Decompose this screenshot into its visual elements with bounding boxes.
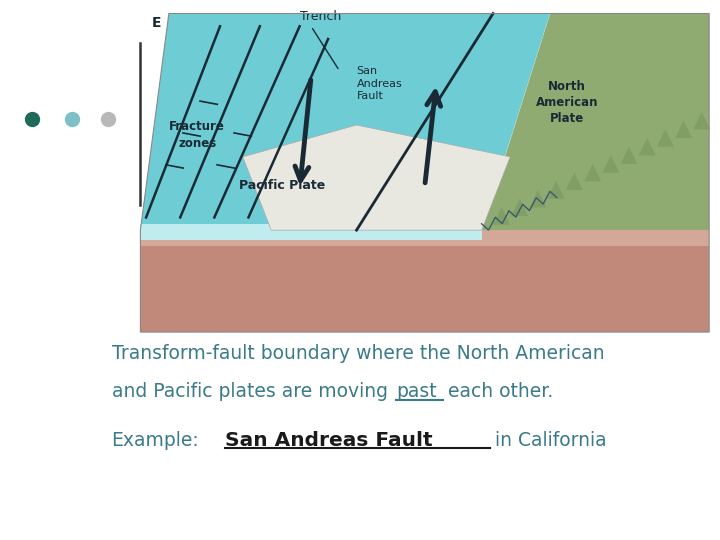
Polygon shape: [584, 164, 601, 181]
Text: North
American
Plate: North American Plate: [536, 80, 598, 125]
Text: each other.: each other.: [448, 382, 553, 401]
Polygon shape: [511, 199, 528, 216]
Polygon shape: [657, 129, 674, 147]
Text: past: past: [396, 382, 436, 401]
Text: San
Andreas
Fault: San Andreas Fault: [356, 66, 402, 101]
Polygon shape: [675, 120, 692, 138]
Polygon shape: [482, 14, 709, 230]
Text: Pacific Plate: Pacific Plate: [240, 179, 325, 192]
Polygon shape: [140, 230, 709, 332]
Text: in California: in California: [495, 430, 606, 450]
Polygon shape: [548, 181, 564, 199]
Text: Trench: Trench: [300, 10, 341, 23]
Text: Fracture
zones: Fracture zones: [169, 119, 225, 150]
Polygon shape: [693, 112, 711, 130]
Polygon shape: [566, 173, 583, 190]
Polygon shape: [493, 207, 510, 225]
Text: San Andreas Fault: San Andreas Fault: [225, 430, 433, 450]
Polygon shape: [140, 230, 709, 246]
Text: Transform-fault boundary where the North American: Transform-fault boundary where the North…: [112, 344, 604, 363]
Polygon shape: [602, 155, 619, 173]
Polygon shape: [243, 125, 510, 230]
Polygon shape: [140, 14, 550, 230]
Polygon shape: [529, 190, 546, 207]
Polygon shape: [621, 146, 637, 164]
Polygon shape: [140, 224, 482, 240]
Text: Example:: Example:: [112, 430, 199, 450]
Text: E: E: [152, 16, 161, 30]
Polygon shape: [639, 138, 656, 156]
Text: and Pacific plates are moving: and Pacific plates are moving: [112, 382, 387, 401]
